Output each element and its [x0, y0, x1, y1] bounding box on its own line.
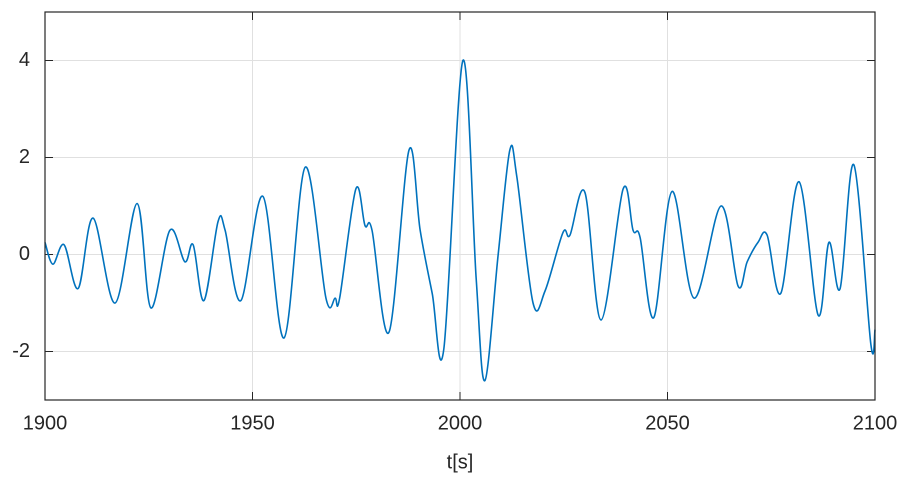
x-tick-label: 2100 [853, 412, 898, 434]
x-tick-label: 1950 [230, 412, 275, 434]
plot-frame [44, 11, 876, 401]
y-tick-label: -2 [12, 340, 30, 362]
data-line [44, 59, 876, 382]
x-tick-label: 1900 [23, 412, 68, 434]
y-tick-label: 4 [19, 49, 30, 71]
x-tick-label: 2000 [438, 412, 483, 434]
y-tick-label: 0 [19, 243, 30, 265]
x-tick-label: 2050 [645, 412, 690, 434]
y-tick-label: 2 [19, 146, 30, 168]
x-axis-label: t[s] [447, 451, 474, 473]
